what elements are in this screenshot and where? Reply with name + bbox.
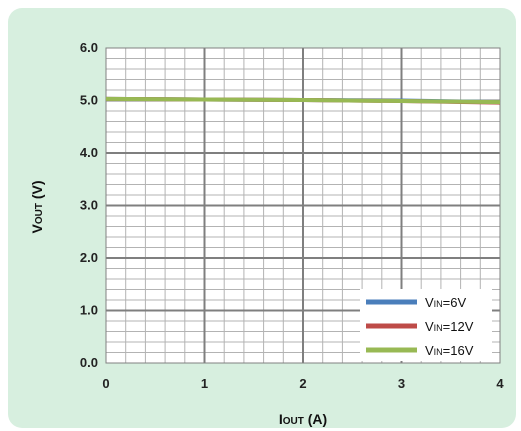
x-tick-label: 1 xyxy=(201,376,208,391)
x-tick-label: 3 xyxy=(398,376,405,391)
y-tick-label: 2.0 xyxy=(80,250,98,265)
y-tick-labels: 0.0 1.0 2.0 3.0 4.0 5.0 6.0 xyxy=(80,40,98,370)
legend-entries: VIN=6V VIN=12V VIN=16V xyxy=(366,295,474,358)
x-tick-label: 4 xyxy=(496,376,504,391)
plot-border xyxy=(105,47,501,364)
legend-label: VIN=16V xyxy=(425,343,474,358)
y-axis-title: VOUT (V) xyxy=(29,180,45,233)
y-tick-label: 4.0 xyxy=(80,145,98,160)
x-tick-labels: 0 1 2 3 4 xyxy=(102,376,504,391)
x-tick-label: 0 xyxy=(102,376,109,391)
y-tick-label: 6.0 xyxy=(80,40,98,55)
legend-label: VIN=12V xyxy=(425,319,474,334)
x-tick-label: 2 xyxy=(299,376,306,391)
series-line xyxy=(105,96,501,105)
series-layer xyxy=(105,96,501,105)
legend: VIN=6V VIN=12V VIN=16V xyxy=(360,289,492,361)
y-tick-label: 1.0 xyxy=(80,303,98,318)
y-tick-label: 0.0 xyxy=(80,355,98,370)
y-tick-label: 3.0 xyxy=(80,198,98,213)
y-tick-label: 5.0 xyxy=(80,93,98,108)
x-axis-title: IOUT (A) xyxy=(279,411,327,427)
legend-label: VIN=6V xyxy=(425,295,466,310)
